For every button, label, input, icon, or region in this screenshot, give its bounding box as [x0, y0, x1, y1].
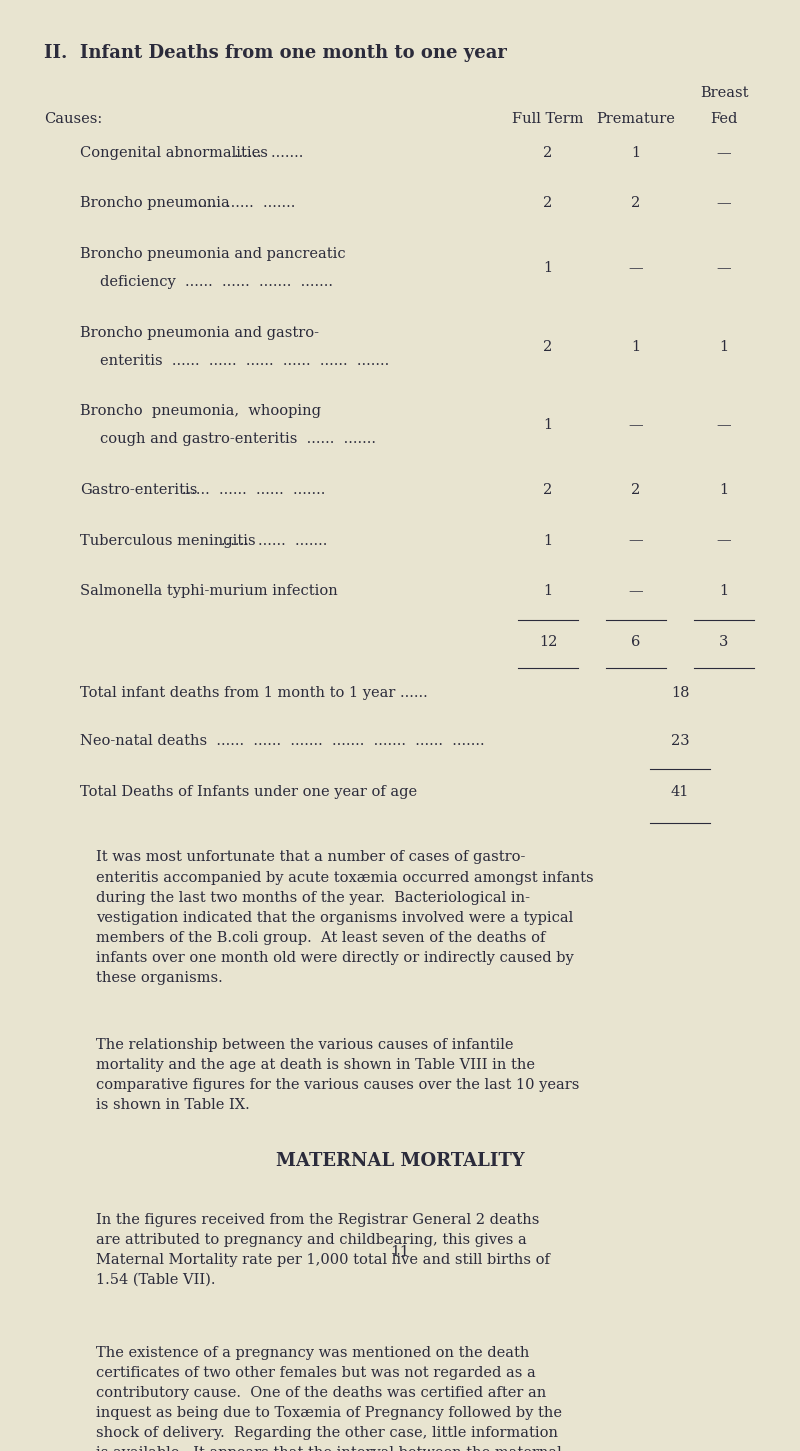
Text: Fed: Fed [710, 112, 738, 126]
Text: The existence of a pregnancy was mentioned on the death
certificates of two othe: The existence of a pregnancy was mention… [96, 1347, 562, 1451]
Text: Broncho  pneumonia,  whooping: Broncho pneumonia, whooping [80, 405, 321, 418]
Text: enteritis  ......  ......  ......  ......  ......  .......: enteritis ...... ...... ...... ...... ..… [100, 354, 390, 367]
Text: 23: 23 [670, 734, 690, 747]
Text: Causes:: Causes: [44, 112, 102, 126]
Text: —: — [629, 418, 643, 432]
Text: In the figures received from the Registrar General 2 deaths
are attributed to pr: In the figures received from the Registr… [96, 1213, 550, 1287]
Text: deficiency  ......  ......  .......  .......: deficiency ...... ...... ....... ....... [100, 276, 333, 289]
Text: Breast: Breast [700, 86, 748, 100]
Text: 1: 1 [719, 340, 729, 354]
Text: 2: 2 [543, 145, 553, 160]
Text: —: — [717, 145, 731, 160]
Text: —: — [717, 261, 731, 276]
Text: cough and gastro-enteritis  ......  .......: cough and gastro-enteritis ...... ......… [100, 432, 376, 447]
Text: ......  ......  ......  .......: ...... ...... ...... ....... [182, 483, 326, 496]
Text: 1: 1 [543, 418, 553, 432]
Text: Neo-natal deaths  ......  ......  .......  .......  .......  ......  .......: Neo-natal deaths ...... ...... ....... .… [80, 734, 485, 747]
Text: 1: 1 [631, 340, 641, 354]
Text: II.  Infant Deaths from one month to one year: II. Infant Deaths from one month to one … [44, 45, 507, 62]
Text: Total infant deaths from 1 month to 1 year ......: Total infant deaths from 1 month to 1 ye… [80, 686, 428, 699]
Text: 12: 12 [539, 636, 557, 649]
Text: Broncho pneumonia and pancreatic: Broncho pneumonia and pancreatic [80, 247, 346, 261]
Text: Tuberculous meningitis: Tuberculous meningitis [80, 534, 256, 547]
Text: 1: 1 [719, 585, 729, 598]
Text: —: — [717, 196, 731, 210]
Text: ......  ......  .......: ...... ...... ....... [189, 196, 295, 210]
Text: Premature: Premature [597, 112, 675, 126]
Text: —: — [629, 534, 643, 547]
Text: Gastro-enteritis: Gastro-enteritis [80, 483, 198, 496]
Text: —: — [717, 534, 731, 547]
Text: Salmonella typhi-murium infection: Salmonella typhi-murium infection [80, 585, 338, 598]
Text: MATERNAL MORTALITY: MATERNAL MORTALITY [276, 1152, 524, 1170]
Text: —: — [717, 418, 731, 432]
Text: 2: 2 [543, 196, 553, 210]
Text: —: — [629, 585, 643, 598]
Text: ......  .......: ...... ....... [234, 145, 303, 160]
Text: —: — [629, 261, 643, 276]
Text: 3: 3 [719, 636, 729, 649]
Text: The relationship between the various causes of infantile
mortality and the age a: The relationship between the various cau… [96, 1037, 579, 1113]
Text: Broncho pneumonia: Broncho pneumonia [80, 196, 230, 210]
Text: ......  ......  .......: ...... ...... ....... [221, 534, 327, 547]
Text: 2: 2 [543, 340, 553, 354]
Text: 1: 1 [543, 261, 553, 276]
Text: 1: 1 [719, 483, 729, 496]
Text: It was most unfortunate that a number of cases of gastro-
enteritis accompanied : It was most unfortunate that a number of… [96, 850, 594, 985]
Text: 41: 41 [671, 785, 689, 798]
Text: 1: 1 [543, 585, 553, 598]
Text: Congenital abnormalities: Congenital abnormalities [80, 145, 268, 160]
Text: 18: 18 [670, 686, 690, 699]
Text: Broncho pneumonia and gastro-: Broncho pneumonia and gastro- [80, 325, 319, 340]
Text: 2: 2 [631, 196, 641, 210]
Text: 1: 1 [631, 145, 641, 160]
Text: Total Deaths of Infants under one year of age: Total Deaths of Infants under one year o… [80, 785, 417, 798]
Text: 11: 11 [390, 1245, 410, 1258]
Text: 1: 1 [543, 534, 553, 547]
Text: 2: 2 [543, 483, 553, 496]
Text: 2: 2 [631, 483, 641, 496]
Text: 6: 6 [631, 636, 641, 649]
Text: Full Term: Full Term [512, 112, 584, 126]
